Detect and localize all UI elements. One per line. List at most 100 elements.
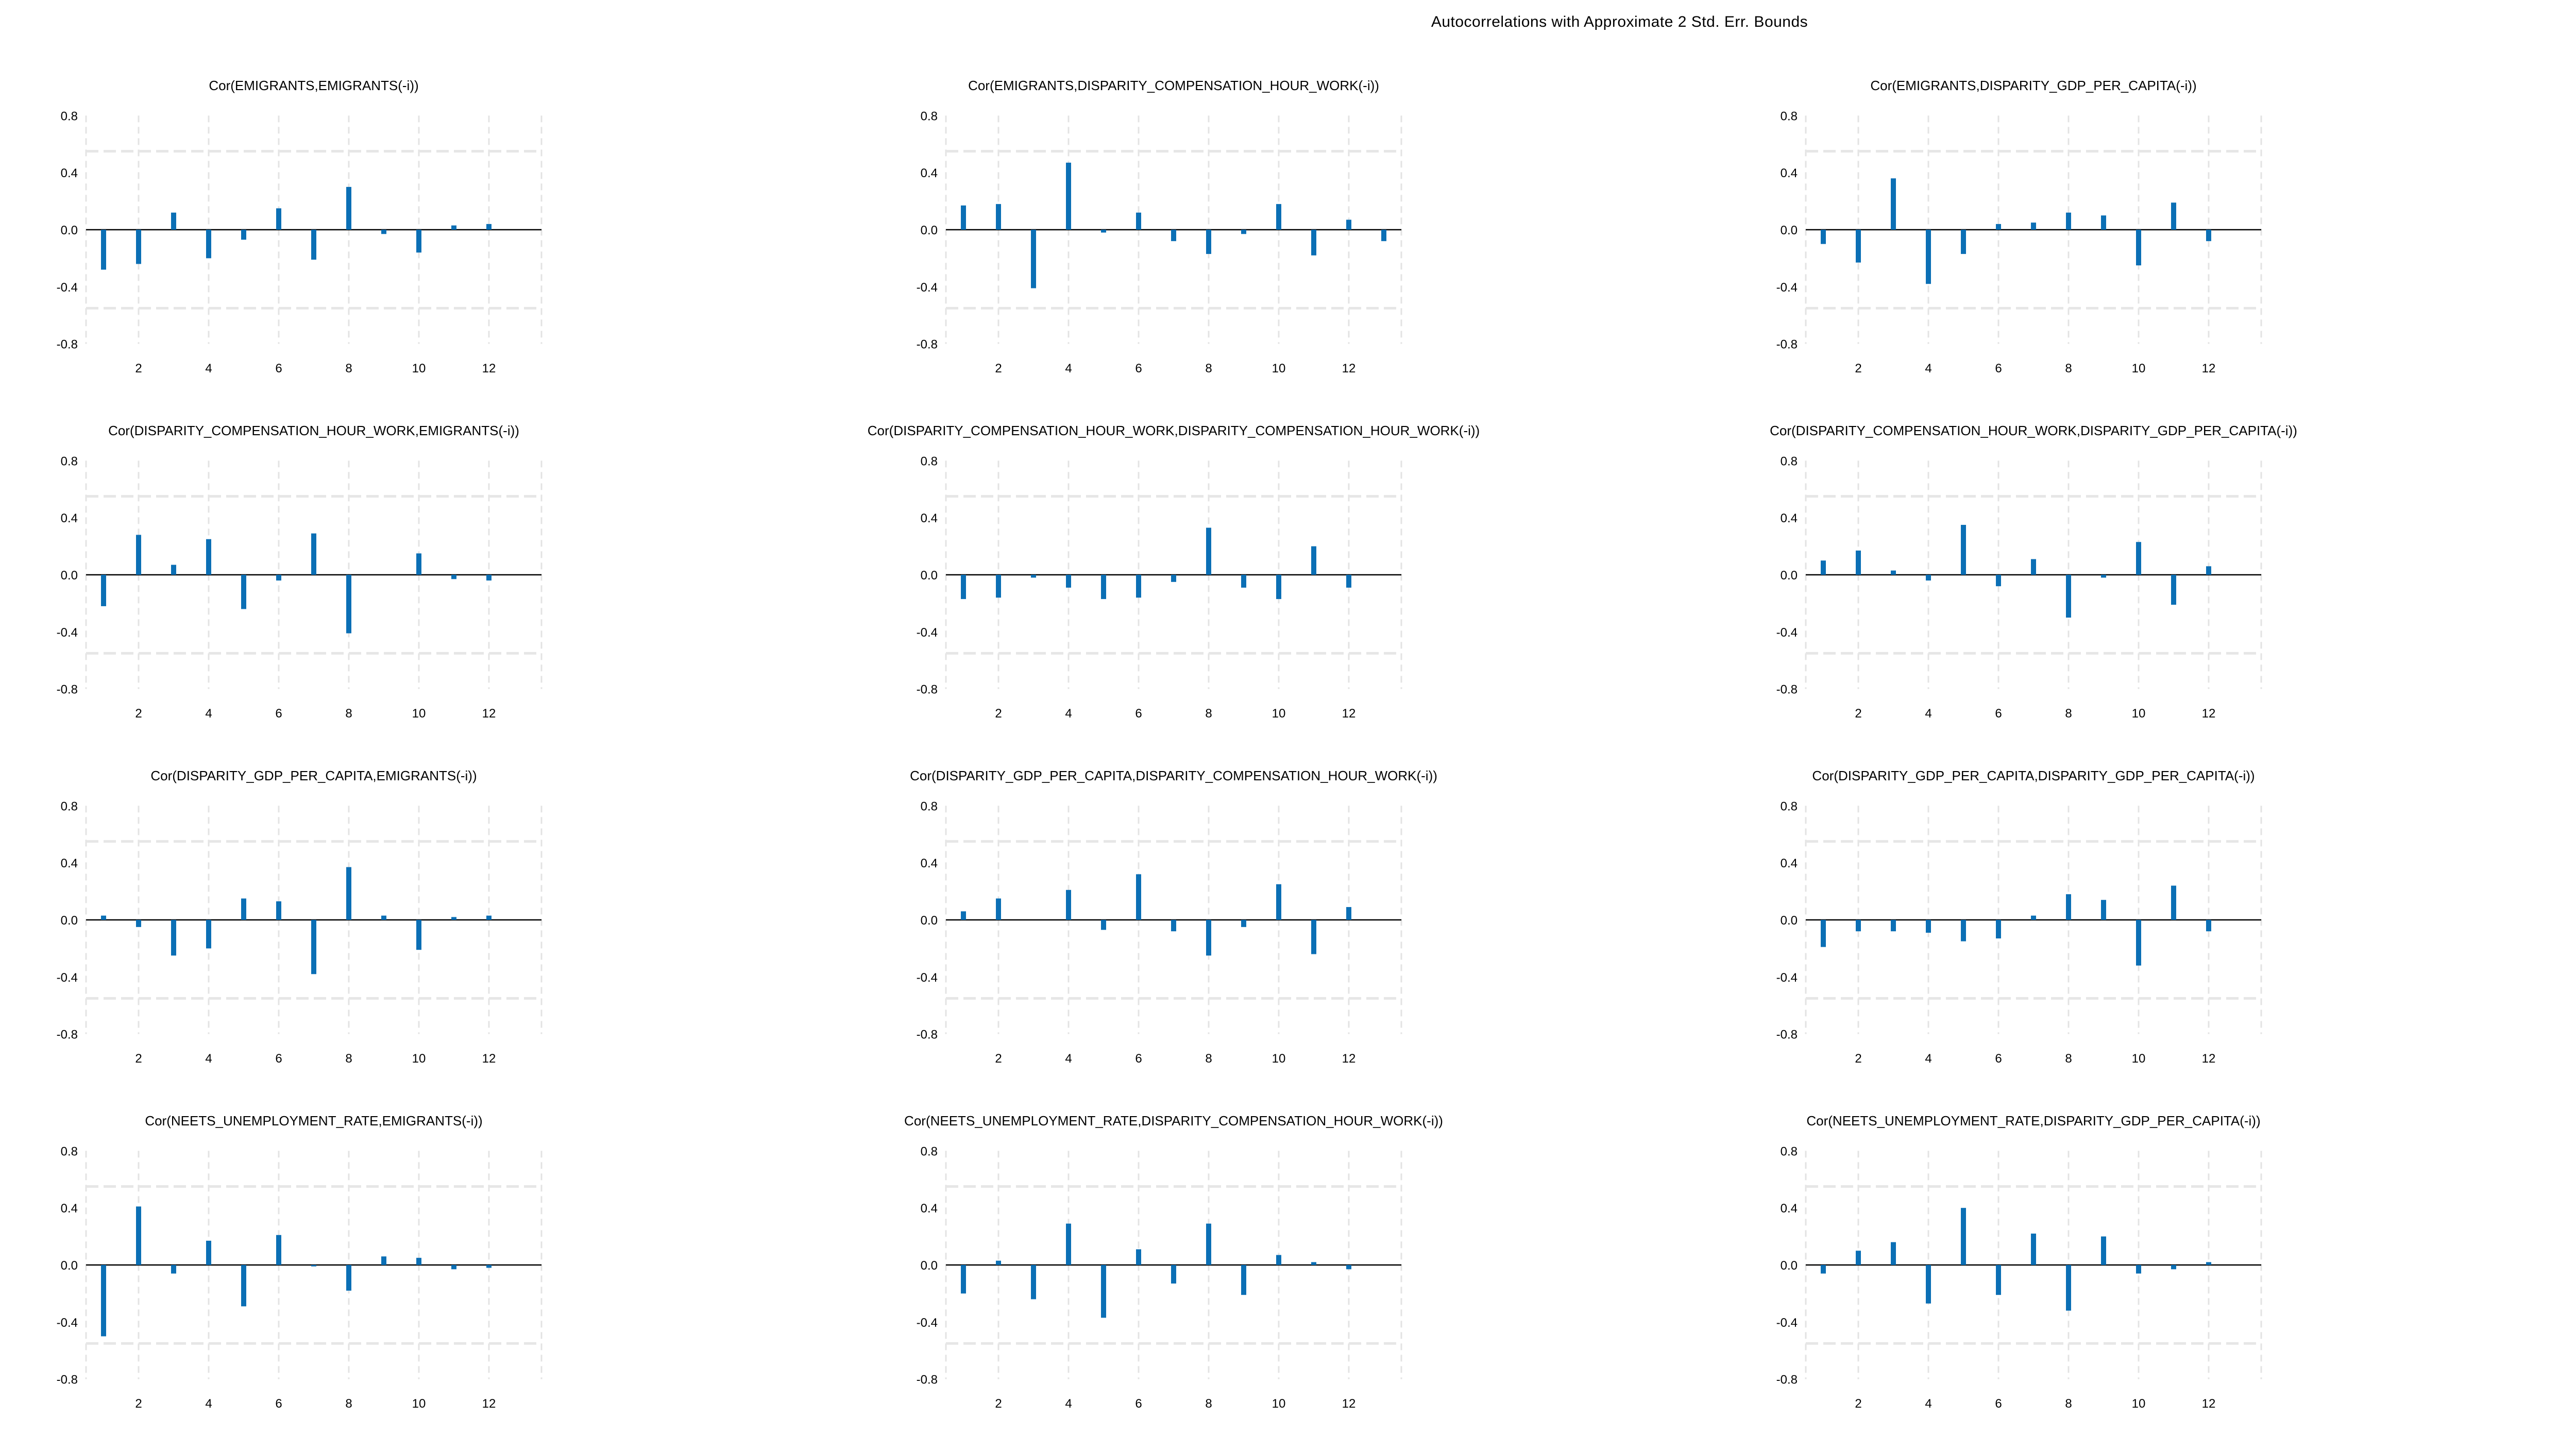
correlation-bar-lag-5 [1101,1265,1106,1318]
correlation-bar-lag-11 [451,575,456,579]
correlation-bar-lag-12 [1346,907,1351,920]
correlogram-svg: Cor(DISPARITY_COMPENSATION_HOUR_WORK,DIS… [1770,423,2297,721]
panel-title: Cor(EMIGRANTS,EMIGRANTS(-i)) [209,78,418,93]
correlation-bar-lag-12 [2206,1262,2211,1265]
x-tick-label: 8 [2065,1052,2072,1066]
y-tick-label: -0.8 [57,683,78,697]
correlation-bar-lag-2 [136,920,141,927]
x-tick-label: 8 [1205,1052,1212,1066]
correlation-bar-lag-8 [1206,527,1211,575]
correlation-bar-lag-12 [1346,219,1351,230]
y-tick-label: 0.8 [61,109,78,123]
x-tick-label: 4 [1065,1397,1072,1411]
x-tick-label: 4 [1065,362,1072,375]
panel-title: Cor(EMIGRANTS,DISPARITY_GDP_PER_CAPITA(-… [1870,78,2196,93]
panel-title: Cor(NEETS_UNEMPLOYMENT_RATE,EMIGRANTS(-i… [145,1113,482,1128]
correlation-bar-lag-4 [206,539,211,575]
correlation-bar-lag-2 [136,535,141,575]
correlogram-svg: Cor(DISPARITY_GDP_PER_CAPITA,DISPARITY_G… [1776,768,2262,1066]
correlogram-panel-r2c1: Cor(DISPARITY_COMPENSATION_HOUR_WORK,EMI… [0,415,855,747]
correlation-bar-lag-12 [486,915,492,920]
correlation-bar-lag-4 [1926,1265,1931,1304]
x-tick-label: 12 [1342,1397,1356,1411]
correlation-bar-lag-3 [171,1265,176,1274]
x-tick-label: 8 [1205,362,1212,375]
correlogram-panel-r3c3: Cor(DISPARITY_GDP_PER_CAPITA,DISPARITY_G… [1720,760,2575,1092]
y-tick-label: 0.4 [921,511,938,525]
x-tick-label: 6 [1135,362,1142,375]
correlation-bar-lag-6 [1136,874,1141,920]
correlation-bar-lag-8 [346,867,351,920]
y-tick-label: -0.8 [57,1373,78,1387]
correlation-bar-lag-6 [276,208,281,230]
x-tick-label: 6 [275,362,282,375]
y-tick-label: -0.8 [917,1028,938,1042]
correlation-bar-lag-1 [101,915,106,920]
correlation-bar-lag-1 [1821,230,1826,244]
correlation-bar-lag-6 [1136,1249,1141,1265]
x-tick-label: 4 [205,707,212,721]
y-tick-label: 0.4 [61,857,78,870]
correlation-bar-lag-1 [961,911,966,920]
y-tick-label: 0.0 [921,914,938,928]
x-tick-label: 10 [1272,362,1286,375]
correlation-bar-lag-7 [311,1265,316,1267]
correlation-bar-lag-12 [1346,575,1351,588]
correlation-bar-lag-10 [1276,204,1281,230]
y-tick-label: -0.4 [917,971,938,985]
correlation-bar-lag-5 [241,898,246,920]
correlation-bar-lag-1 [1821,1265,1826,1274]
correlation-bar-lag-10 [416,553,421,575]
correlation-bar-lag-8 [1206,920,1211,956]
correlation-bar-lag-9 [381,915,386,920]
correlation-bar-lag-7 [1171,1265,1176,1284]
panel-title: Cor(DISPARITY_COMPENSATION_HOUR_WORK,DIS… [1770,423,2297,438]
x-tick-label: 10 [412,707,426,721]
correlogram-panel-r4c2: Cor(NEETS_UNEMPLOYMENT_RATE,DISPARITY_CO… [860,1105,1715,1437]
correlation-bar-lag-2 [1856,550,1861,575]
y-tick-label: -0.8 [1776,1373,1798,1387]
y-tick-label: 0.0 [1781,569,1798,583]
y-tick-label: 0.4 [1781,857,1798,870]
correlation-bar-lag-9 [381,230,386,234]
y-tick-label: -0.4 [1776,626,1798,640]
x-tick-label: 6 [1135,1052,1142,1066]
x-tick-label: 2 [135,707,142,721]
y-tick-label: -0.4 [917,626,938,640]
y-tick-label: 0.4 [921,857,938,870]
panel-title: Cor(EMIGRANTS,DISPARITY_COMPENSATION_HOU… [968,78,1379,93]
correlation-bar-lag-3 [171,212,176,230]
correlation-bar-lag-3 [1891,178,1896,230]
correlation-bar-lag-9 [2101,575,2106,578]
correlation-bar-lag-12 [2206,230,2211,242]
x-tick-label: 10 [1272,1397,1286,1411]
correlation-bar-lag-6 [1136,575,1141,598]
correlation-bar-lag-5 [1961,920,1966,942]
correlation-bar-lag-10 [2136,542,2141,575]
correlation-bar-lag-2 [136,1206,141,1265]
panel-title: Cor(DISPARITY_COMPENSATION_HOUR_WORK,EMI… [108,423,519,438]
correlation-bar-lag-3 [1891,570,1896,575]
panel-title: Cor(DISPARITY_COMPENSATION_HOUR_WORK,DIS… [868,423,1480,438]
correlation-bar-lag-5 [1101,920,1106,930]
y-tick-label: 0.0 [921,224,938,237]
correlation-bar-lag-1 [1821,920,1826,947]
correlation-bar-lag-4 [1926,575,1931,581]
y-tick-label: -0.4 [57,281,78,295]
correlation-bar-lag-6 [1996,920,2001,939]
y-tick-label: 0.8 [61,799,78,813]
x-tick-label: 12 [2202,1052,2216,1066]
correlation-bar-lag-7 [2031,915,2036,920]
x-tick-label: 6 [1135,707,1142,721]
panel-title: Cor(NEETS_UNEMPLOYMENT_RATE,DISPARITY_CO… [904,1113,1443,1128]
x-tick-label: 6 [1995,1397,2002,1411]
correlogram-panel-r3c1: Cor(DISPARITY_GDP_PER_CAPITA,EMIGRANTS(-… [0,760,855,1092]
x-tick-label: 2 [1855,362,1861,375]
x-tick-label: 10 [412,1052,426,1066]
correlogram-svg: Cor(DISPARITY_COMPENSATION_HOUR_WORK,DIS… [868,423,1480,721]
correlogram-svg: Cor(EMIGRANTS,DISPARITY_GDP_PER_CAPITA(-… [1776,78,2262,375]
correlation-bar-lag-1 [1821,560,1826,575]
correlation-bar-lag-1 [961,575,966,600]
correlation-bar-lag-11 [1311,546,1316,575]
x-tick-label: 10 [1272,1052,1286,1066]
